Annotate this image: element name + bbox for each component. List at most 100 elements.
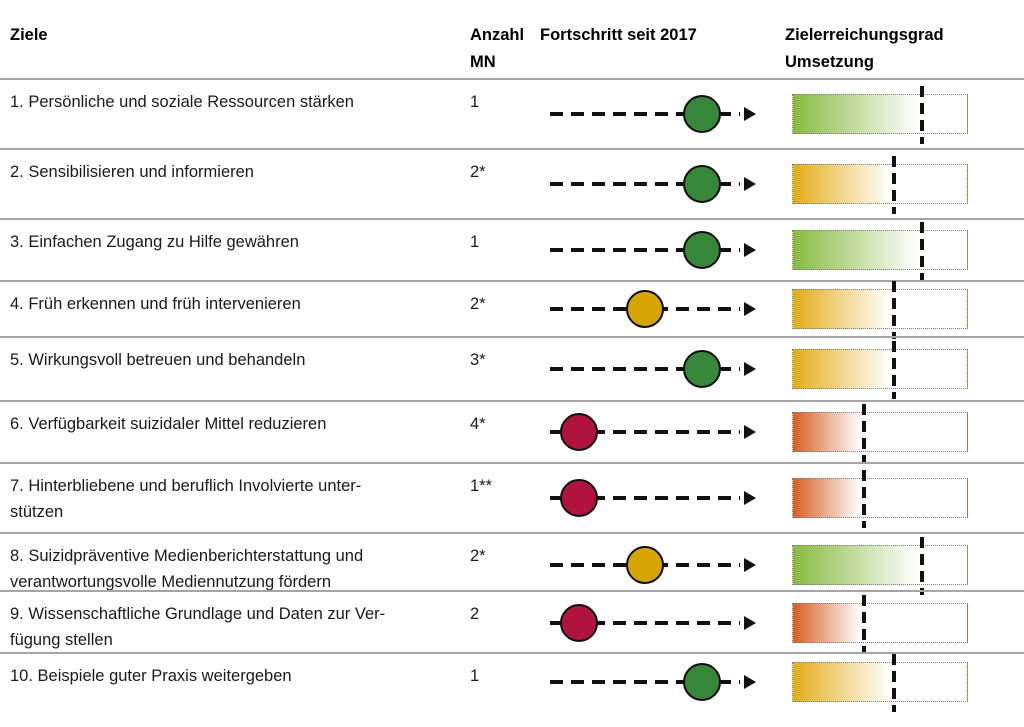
goal-label: 4. Früh erkennen und früh intervenieren (10, 295, 301, 313)
progress-arrow (540, 592, 785, 653)
goal-label: 6. Verfügbarkeit suizidaler Mittel reduz… (10, 415, 327, 433)
arrowhead-icon (744, 107, 756, 121)
progress-arrow (540, 402, 785, 462)
dashed-arrow-track-icon (550, 182, 740, 186)
target-marker-icon (891, 156, 896, 214)
arrowhead-icon (744, 615, 756, 630)
target-marker-icon (919, 86, 924, 144)
achievement-cell (785, 654, 1024, 712)
progress-arrow (540, 80, 785, 148)
table-row: 1. Persönliche und soziale Ressourcen st… (0, 78, 1024, 148)
header-zielerreichungsgrad: Zielerreichungsgrad Umsetzung (785, 26, 944, 71)
measure-count: 2* (470, 163, 486, 181)
achievement-cell (785, 464, 1024, 532)
goal-label: 10. Beispiele guter Praxis weitergeben (10, 667, 292, 685)
table-row: 4. Früh erkennen und früh intervenieren … (0, 280, 1024, 339)
goal-label: 5. Wirkungsvoll betreuen und behandeln (10, 351, 306, 369)
progress-arrow (540, 654, 785, 710)
dashed-arrow-track-icon (550, 367, 740, 371)
table-row: 5. Wirkungsvoll betreuen und behandeln 3… (0, 336, 1024, 400)
header-fortschritt: Fortschritt seit 2017 (540, 26, 697, 44)
status-circle-icon (683, 663, 721, 701)
achievement-bar (792, 222, 968, 280)
achievement-cell (785, 592, 1024, 653)
goal-label: 9. Wissenschaftliche Grundlage und Daten… (10, 605, 386, 649)
achievement-cell (785, 220, 1024, 280)
measure-count: 1 (470, 233, 480, 251)
dashed-arrow-track-icon (550, 680, 740, 684)
arrowhead-icon (744, 177, 756, 191)
status-circle-icon (683, 95, 721, 133)
achievement-cell (785, 534, 1024, 595)
table-header: Ziele Anzahl MN Fortschritt seit 2017 Zi… (0, 0, 1024, 78)
goal-label: 1. Persönliche und soziale Ressourcen st… (10, 93, 354, 111)
measure-count: 2* (470, 547, 486, 565)
status-circle-icon (683, 350, 721, 388)
goal-label: 3. Einfachen Zugang zu Hilfe gewähren (10, 233, 299, 251)
target-marker-icon (862, 470, 867, 528)
dashed-arrow-track-icon (550, 430, 740, 434)
target-marker-icon (891, 281, 896, 339)
arrowhead-icon (744, 675, 756, 689)
goal-label: 8. Suizidpräventive Medienberichterstatt… (10, 547, 364, 591)
achievement-bar (792, 470, 968, 528)
progress-arrow (540, 464, 785, 532)
achievement-bar (792, 536, 968, 595)
progress-arrow (540, 534, 785, 595)
measure-count: 1** (470, 477, 493, 495)
progress-arrow (540, 150, 785, 218)
status-circle-icon (559, 413, 598, 451)
measure-count: 2 (470, 605, 480, 623)
target-marker-icon (891, 654, 896, 712)
measure-count: 2* (470, 295, 486, 313)
achievement-bar (792, 156, 968, 214)
measure-count: 1 (470, 667, 480, 685)
achievement-cell (785, 281, 1024, 339)
achievement-cell (785, 402, 1024, 462)
status-circle-icon (626, 545, 664, 584)
progress-arrow (540, 220, 785, 280)
measure-count: 3* (470, 351, 486, 369)
achievement-cell (785, 150, 1024, 218)
dashed-arrow-track-icon (550, 620, 740, 625)
header-ziele: Ziele (10, 26, 48, 44)
table-row: 3. Einfachen Zugang zu Hilfe gewähren 1 (0, 218, 1024, 280)
progress-arrow (540, 338, 785, 400)
target-marker-icon (862, 404, 867, 462)
status-circle-icon (683, 231, 721, 269)
progress-arrow (540, 282, 785, 336)
table-row: 6. Verfügbarkeit suizidaler Mittel reduz… (0, 400, 1024, 462)
arrowhead-icon (744, 491, 756, 505)
dashed-arrow-track-icon (550, 248, 740, 252)
achievement-bar (792, 341, 968, 399)
target-marker-icon (891, 341, 896, 399)
arrowhead-icon (744, 302, 756, 316)
goal-label: 2. Sensibilisieren und informieren (10, 163, 254, 181)
table-row: 2. Sensibilisieren und informieren 2* (0, 148, 1024, 218)
achievement-bar (792, 281, 968, 339)
dashed-arrow-track-icon (550, 496, 740, 500)
goal-label: 7. Hinterbliebene und beruflich Involvie… (10, 477, 362, 521)
table-body: 1. Persönliche und soziale Ressourcen st… (0, 78, 1024, 712)
status-circle-icon (559, 479, 598, 517)
status-circle-icon (683, 165, 721, 203)
table-row: 9. Wissenschaftliche Grundlage und Daten… (0, 590, 1024, 653)
arrowhead-icon (744, 425, 756, 439)
status-circle-icon (626, 290, 664, 328)
achievement-bar (792, 654, 968, 712)
arrowhead-icon (744, 362, 756, 376)
achievement-cell (785, 80, 1024, 148)
target-marker-icon (862, 594, 867, 653)
table-row: 7. Hinterbliebene und beruflich Involvie… (0, 462, 1024, 532)
table-row: 8. Suizidpräventive Medienberichterstatt… (0, 532, 1024, 595)
arrowhead-icon (744, 557, 756, 572)
measure-count: 1 (470, 93, 480, 111)
achievement-cell (785, 338, 1024, 400)
measure-count: 4* (470, 415, 486, 433)
status-circle-icon (559, 603, 598, 642)
target-marker-icon (919, 536, 924, 595)
header-anzahl-mn: Anzahl MN (470, 26, 525, 71)
achievement-bar (792, 404, 968, 462)
arrowhead-icon (744, 243, 756, 257)
